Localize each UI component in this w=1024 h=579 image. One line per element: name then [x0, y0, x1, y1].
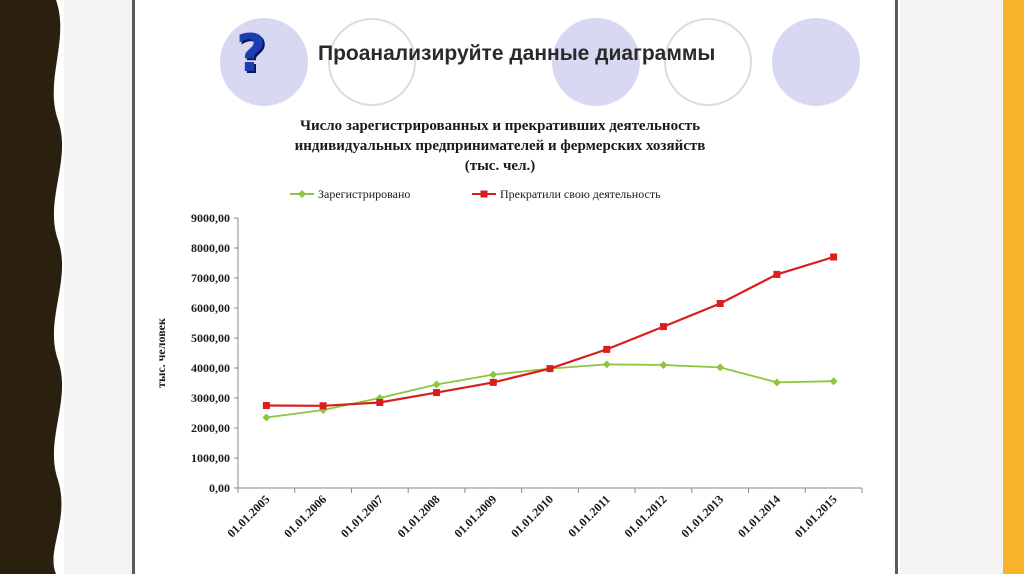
- chart-title: Число зарегистрированных и прекративших …: [200, 116, 800, 176]
- decor-circle-5: [772, 18, 860, 106]
- decor-circle-4: [664, 18, 752, 106]
- wavy-band-shape: [0, 0, 63, 574]
- chart-title-line-2: индивидуальных предпринимателей и фермер…: [294, 138, 706, 154]
- right-accent-band: [1003, 0, 1024, 574]
- slide-heading: Проанализируйте данные диаграммы: [318, 42, 716, 65]
- left-margin: [64, 0, 132, 574]
- decor-circle-3: [552, 18, 640, 106]
- question-mark-icon: ?: [236, 24, 267, 84]
- chart-title-line-3: (тыс. чел.): [464, 158, 536, 174]
- decor-circle-2: [328, 18, 416, 106]
- left-decorative-band: [0, 0, 70, 574]
- right-margin: [900, 0, 1003, 574]
- chart-title-line-1: Число зарегистрированных и прекративших …: [299, 118, 701, 134]
- decor-circle-1: [220, 18, 308, 106]
